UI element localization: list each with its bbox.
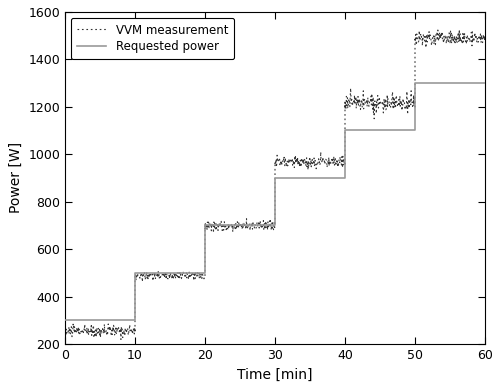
Legend: VVM measurement, Requested power: VVM measurement, Requested power bbox=[71, 18, 234, 59]
X-axis label: Time [min]: Time [min] bbox=[238, 368, 313, 382]
Y-axis label: Power [W]: Power [W] bbox=[8, 142, 22, 213]
